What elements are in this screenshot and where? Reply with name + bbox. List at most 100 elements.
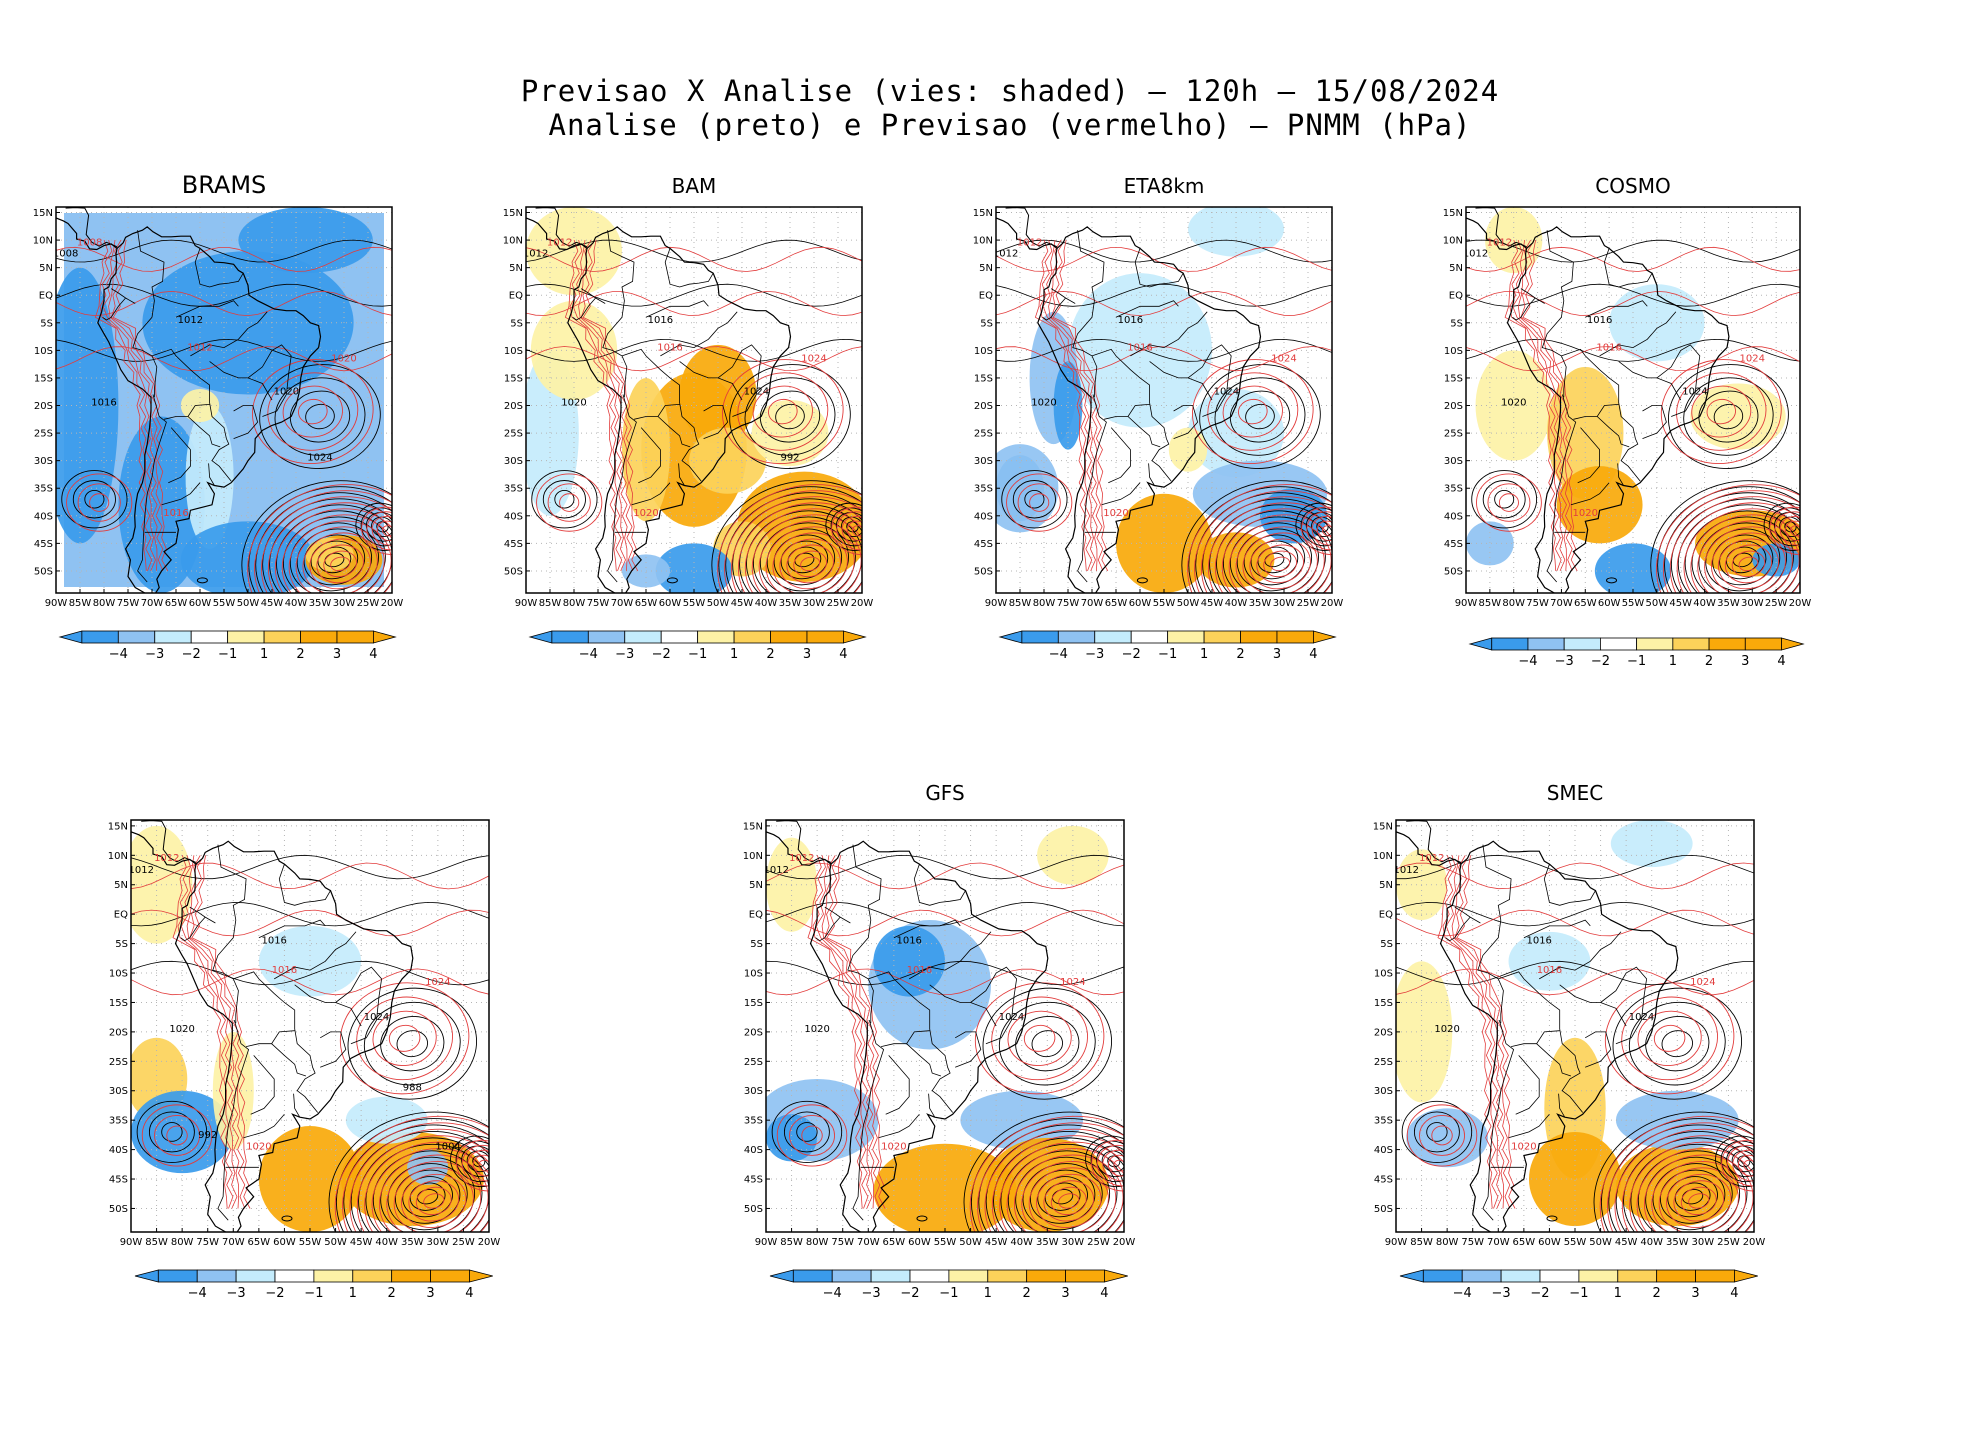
colorbar: −4 −3 −2 −1 1 2 3 4 <box>769 1269 1128 1301</box>
isobar <box>131 960 489 986</box>
isobar <box>559 493 580 512</box>
isobar <box>800 556 821 572</box>
isobar <box>1724 544 1773 584</box>
lat-tick-label: 15S <box>34 373 53 384</box>
isobar <box>1437 855 1493 1209</box>
colorbar-bin <box>909 1269 950 1283</box>
falklands <box>1136 577 1148 584</box>
isobar <box>274 377 366 456</box>
lon-tick-label: 75W <box>117 598 140 609</box>
isobar <box>1652 1163 1733 1231</box>
isobar-label: 1016 <box>1118 315 1143 326</box>
border <box>909 931 992 980</box>
panel-fifth-model: 1012 1016 1020 1024 988 992 1004 1012 1016 1020 10… <box>108 819 500 1301</box>
lon-tick-label: 25W <box>1297 598 1320 609</box>
colorbar-label: 4 <box>465 1286 473 1301</box>
isobar <box>776 1104 848 1167</box>
border <box>1454 906 1481 924</box>
lat-tick-label: 5N <box>979 263 993 274</box>
colorbar-bin <box>1057 630 1096 644</box>
isobar-label-forecast: 1012 <box>154 853 179 864</box>
isobar <box>1270 556 1291 572</box>
isobar-label-forecast: 1016 <box>1127 342 1152 353</box>
lat-tick-label: 45S <box>504 539 523 550</box>
isobar <box>1600 1118 1754 1232</box>
colorbar-label: −4 <box>823 1286 842 1301</box>
isobar <box>94 239 147 571</box>
lon-tick-label: 30W <box>803 598 826 609</box>
bias-shade <box>1528 1131 1622 1227</box>
isobar <box>1599 1115 1754 1232</box>
lat-tick-label: 10S <box>974 346 993 357</box>
map-area: 1012 1016 1020 1024 1012 1016 1020 1024 <box>996 207 1332 593</box>
isobar <box>461 1145 489 1178</box>
lat-tick-label: 50S <box>109 1204 128 1215</box>
lon-tick-label: 65W <box>635 598 658 609</box>
isobar <box>836 511 862 551</box>
lat-tick-label: 5N <box>509 263 523 274</box>
isobar-label-forecast: 1008 <box>77 238 102 249</box>
isobar <box>1207 372 1299 451</box>
isobar <box>984 1128 1124 1232</box>
lon-tick-label: 40W <box>755 598 778 609</box>
lat-tick-label: EQ <box>749 910 763 921</box>
border <box>335 966 383 1045</box>
isobar <box>1466 239 1800 263</box>
isobar <box>1229 390 1291 443</box>
isobar <box>996 239 1332 263</box>
colorbar-bin <box>1744 637 1782 651</box>
lat-tick-label: 15N <box>108 821 128 832</box>
isobar <box>846 521 859 533</box>
lat-tick-label: 25S <box>974 429 993 440</box>
isobar <box>1656 484 1800 593</box>
isobar-label: 1020 <box>169 1024 194 1035</box>
isobar <box>1207 502 1332 593</box>
border <box>1577 427 1600 484</box>
isobar <box>982 987 1113 1100</box>
isobar <box>1715 1135 1754 1188</box>
isobar <box>1022 1163 1103 1231</box>
colorbar-bin <box>1563 637 1601 651</box>
lat-tick-label: 15S <box>974 373 993 384</box>
lon-tick-label: 75W <box>1057 598 1080 609</box>
isobar-label: 1016 <box>648 315 673 326</box>
lat-tick-label: 40S <box>1444 511 1463 522</box>
border <box>580 288 606 304</box>
colorbar-label: 1 <box>260 647 268 662</box>
isobar-label-forecast: 1020 <box>246 1142 271 1153</box>
isobar <box>112 240 169 572</box>
isobar <box>1662 490 1800 593</box>
colorbar-bin <box>770 630 808 644</box>
border <box>893 919 961 939</box>
lat-tick-label: 20S <box>1444 401 1463 412</box>
isobar <box>1050 1186 1087 1216</box>
colorbar-bin <box>352 1269 393 1283</box>
coastline <box>809 840 1049 1232</box>
isobar <box>347 987 478 1100</box>
border <box>274 931 357 980</box>
lat-tick-label: 25S <box>744 1057 763 1068</box>
border <box>1512 297 1536 321</box>
lat-tick-label: 25S <box>1374 1057 1393 1068</box>
isobar <box>807 855 863 1209</box>
lat-tick-label: 25S <box>109 1057 128 1068</box>
lon-tick-label: 60W <box>273 1237 296 1248</box>
colorbar-bin <box>263 630 301 644</box>
isobar <box>1199 364 1321 470</box>
isobar <box>1222 385 1283 438</box>
isobar-label-forecast: 1020 <box>1511 1142 1536 1153</box>
lon-tick-label: 40W <box>375 1237 398 1248</box>
bias-shade <box>258 925 362 997</box>
border <box>1134 248 1184 288</box>
lon-tick-label: 70W <box>1081 598 1104 609</box>
isobar <box>1322 525 1332 537</box>
isobar <box>970 1118 1124 1232</box>
isobar <box>572 240 626 572</box>
coastline <box>1466 217 1527 251</box>
isobar <box>1774 512 1800 542</box>
isobar <box>1214 377 1306 456</box>
isobar <box>282 385 343 438</box>
isobar <box>771 1100 843 1163</box>
lat-tick-label: 5S <box>1380 939 1393 950</box>
colorbar-bin <box>227 630 265 644</box>
